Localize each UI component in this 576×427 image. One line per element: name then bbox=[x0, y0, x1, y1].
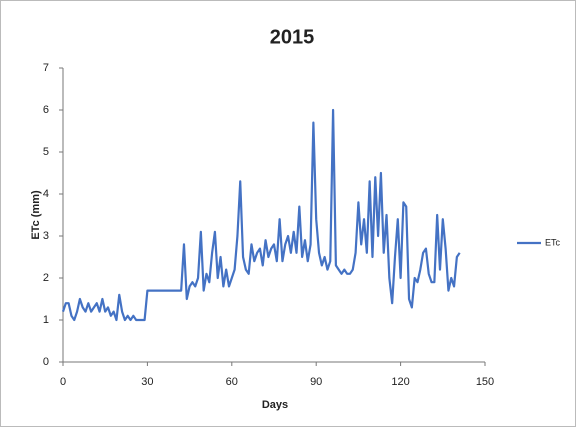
y-tick-label: 2 bbox=[43, 272, 49, 284]
x-tick-label: 0 bbox=[60, 376, 66, 388]
x-tick-label: 120 bbox=[391, 376, 409, 388]
y-tick-label: 6 bbox=[43, 104, 49, 116]
x-tick-label: 60 bbox=[226, 376, 238, 388]
y-tick-label: 1 bbox=[43, 314, 49, 326]
x-tick-label: 90 bbox=[310, 376, 322, 388]
data-line bbox=[61, 108, 461, 322]
x-tick-label: 150 bbox=[476, 376, 494, 388]
y-tick-label: 0 bbox=[43, 356, 49, 368]
y-tick-label: 7 bbox=[43, 62, 49, 74]
x-axis-label: Days bbox=[262, 399, 288, 411]
y-tick-label: 4 bbox=[43, 188, 49, 200]
y-axis-label: ETc (mm) bbox=[30, 190, 42, 240]
legend-label: ETc bbox=[545, 237, 561, 247]
x-tick-label: 30 bbox=[141, 376, 153, 388]
chart-title: 2015 bbox=[270, 26, 315, 48]
y-tick-label: 5 bbox=[43, 146, 49, 158]
y-tick-label: 3 bbox=[43, 230, 49, 242]
